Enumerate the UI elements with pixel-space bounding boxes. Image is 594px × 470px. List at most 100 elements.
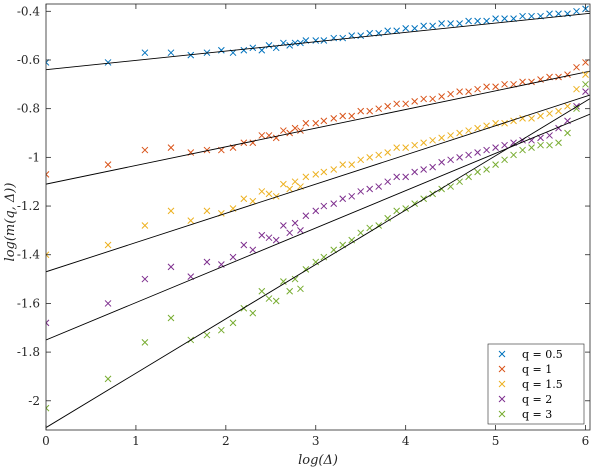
data-point — [217, 326, 225, 334]
data-point — [312, 258, 320, 266]
data-point — [104, 375, 112, 383]
series-3 — [46, 71, 590, 273]
data-point — [366, 154, 374, 161]
legend: q = 0.5 q = 1 q = 1.5 q = 2 q = 3 — [487, 343, 585, 425]
data-point — [302, 119, 310, 127]
data-point — [339, 161, 347, 169]
data-point — [456, 88, 463, 95]
data-point — [411, 141, 419, 149]
data-point — [339, 195, 347, 203]
data-point — [573, 63, 580, 71]
data-point — [456, 129, 463, 137]
data-point — [420, 139, 428, 147]
data-point — [141, 275, 149, 283]
data-point — [375, 183, 383, 190]
x-tick-label: 6 — [582, 434, 590, 448]
data-point — [229, 253, 237, 261]
data-point — [339, 112, 347, 120]
data-point — [546, 110, 553, 117]
legend-label: q = 3 — [522, 408, 552, 421]
y-tick-label: -1.6 — [17, 296, 40, 310]
y-tick-label: -1.8 — [17, 345, 40, 359]
plot-contents — [46, 5, 590, 428]
data-point — [203, 146, 211, 154]
data-point — [167, 314, 175, 322]
data-point — [456, 20, 463, 27]
data-point — [528, 12, 535, 20]
data-point — [546, 10, 553, 18]
data-point — [528, 115, 535, 122]
legend-label: q = 0.5 — [522, 348, 563, 361]
data-point — [375, 151, 383, 159]
data-point — [483, 17, 490, 25]
x-tick-label: 2 — [222, 434, 230, 448]
data-point — [438, 134, 445, 142]
data-point — [519, 78, 526, 86]
data-point — [272, 236, 280, 244]
data-point — [474, 17, 481, 25]
data-point — [280, 180, 287, 188]
data-point — [420, 95, 428, 103]
series-5 — [46, 80, 590, 428]
data-point — [265, 295, 273, 302]
plot-area — [46, 5, 590, 428]
data-point — [141, 49, 149, 57]
data-point — [474, 168, 481, 176]
data-point — [330, 200, 338, 207]
data-point — [393, 144, 401, 151]
data-point — [240, 46, 248, 54]
legend-marker — [498, 380, 506, 388]
data-point — [297, 285, 304, 293]
data-point — [302, 173, 310, 181]
data-point — [465, 173, 472, 181]
y-tick-label: -1.2 — [17, 199, 40, 213]
series-4 — [46, 88, 590, 341]
data-point — [384, 149, 392, 156]
data-point — [393, 207, 401, 215]
data-point — [291, 39, 299, 47]
data-point — [240, 241, 248, 249]
data-point — [357, 229, 365, 237]
data-point — [249, 246, 257, 254]
data-point — [447, 90, 454, 98]
data-point — [438, 158, 445, 166]
x-axis-title: log(Δ) — [298, 453, 338, 468]
legend-box — [487, 343, 585, 425]
data-point — [564, 129, 571, 137]
data-point — [393, 100, 401, 108]
data-point — [265, 190, 273, 198]
data-point — [429, 95, 436, 103]
data-point — [465, 151, 472, 159]
data-point — [402, 173, 410, 181]
data-point — [272, 297, 280, 305]
data-point — [312, 37, 320, 44]
data-point — [483, 83, 490, 91]
data-point — [474, 149, 481, 156]
data-point — [297, 127, 304, 134]
data-point — [438, 93, 445, 100]
x-tick-label: 4 — [402, 434, 410, 448]
data-point — [546, 141, 553, 149]
fit-line — [46, 12, 590, 71]
data-point — [104, 300, 112, 307]
data-point — [203, 331, 211, 339]
data-point — [258, 287, 266, 295]
data-point — [187, 217, 195, 225]
data-point — [519, 12, 526, 20]
data-point — [492, 161, 499, 169]
data-point — [555, 107, 562, 115]
data-point — [217, 46, 225, 54]
data-point — [384, 27, 392, 35]
fit-line — [46, 70, 590, 185]
data-point — [141, 146, 149, 154]
data-point — [348, 192, 356, 200]
data-point — [447, 156, 454, 164]
data-point — [46, 404, 50, 412]
data-point — [501, 80, 508, 88]
data-point — [46, 251, 50, 259]
data-point — [320, 253, 328, 261]
data-point — [438, 20, 445, 27]
data-point — [411, 24, 419, 32]
data-point — [357, 156, 365, 164]
